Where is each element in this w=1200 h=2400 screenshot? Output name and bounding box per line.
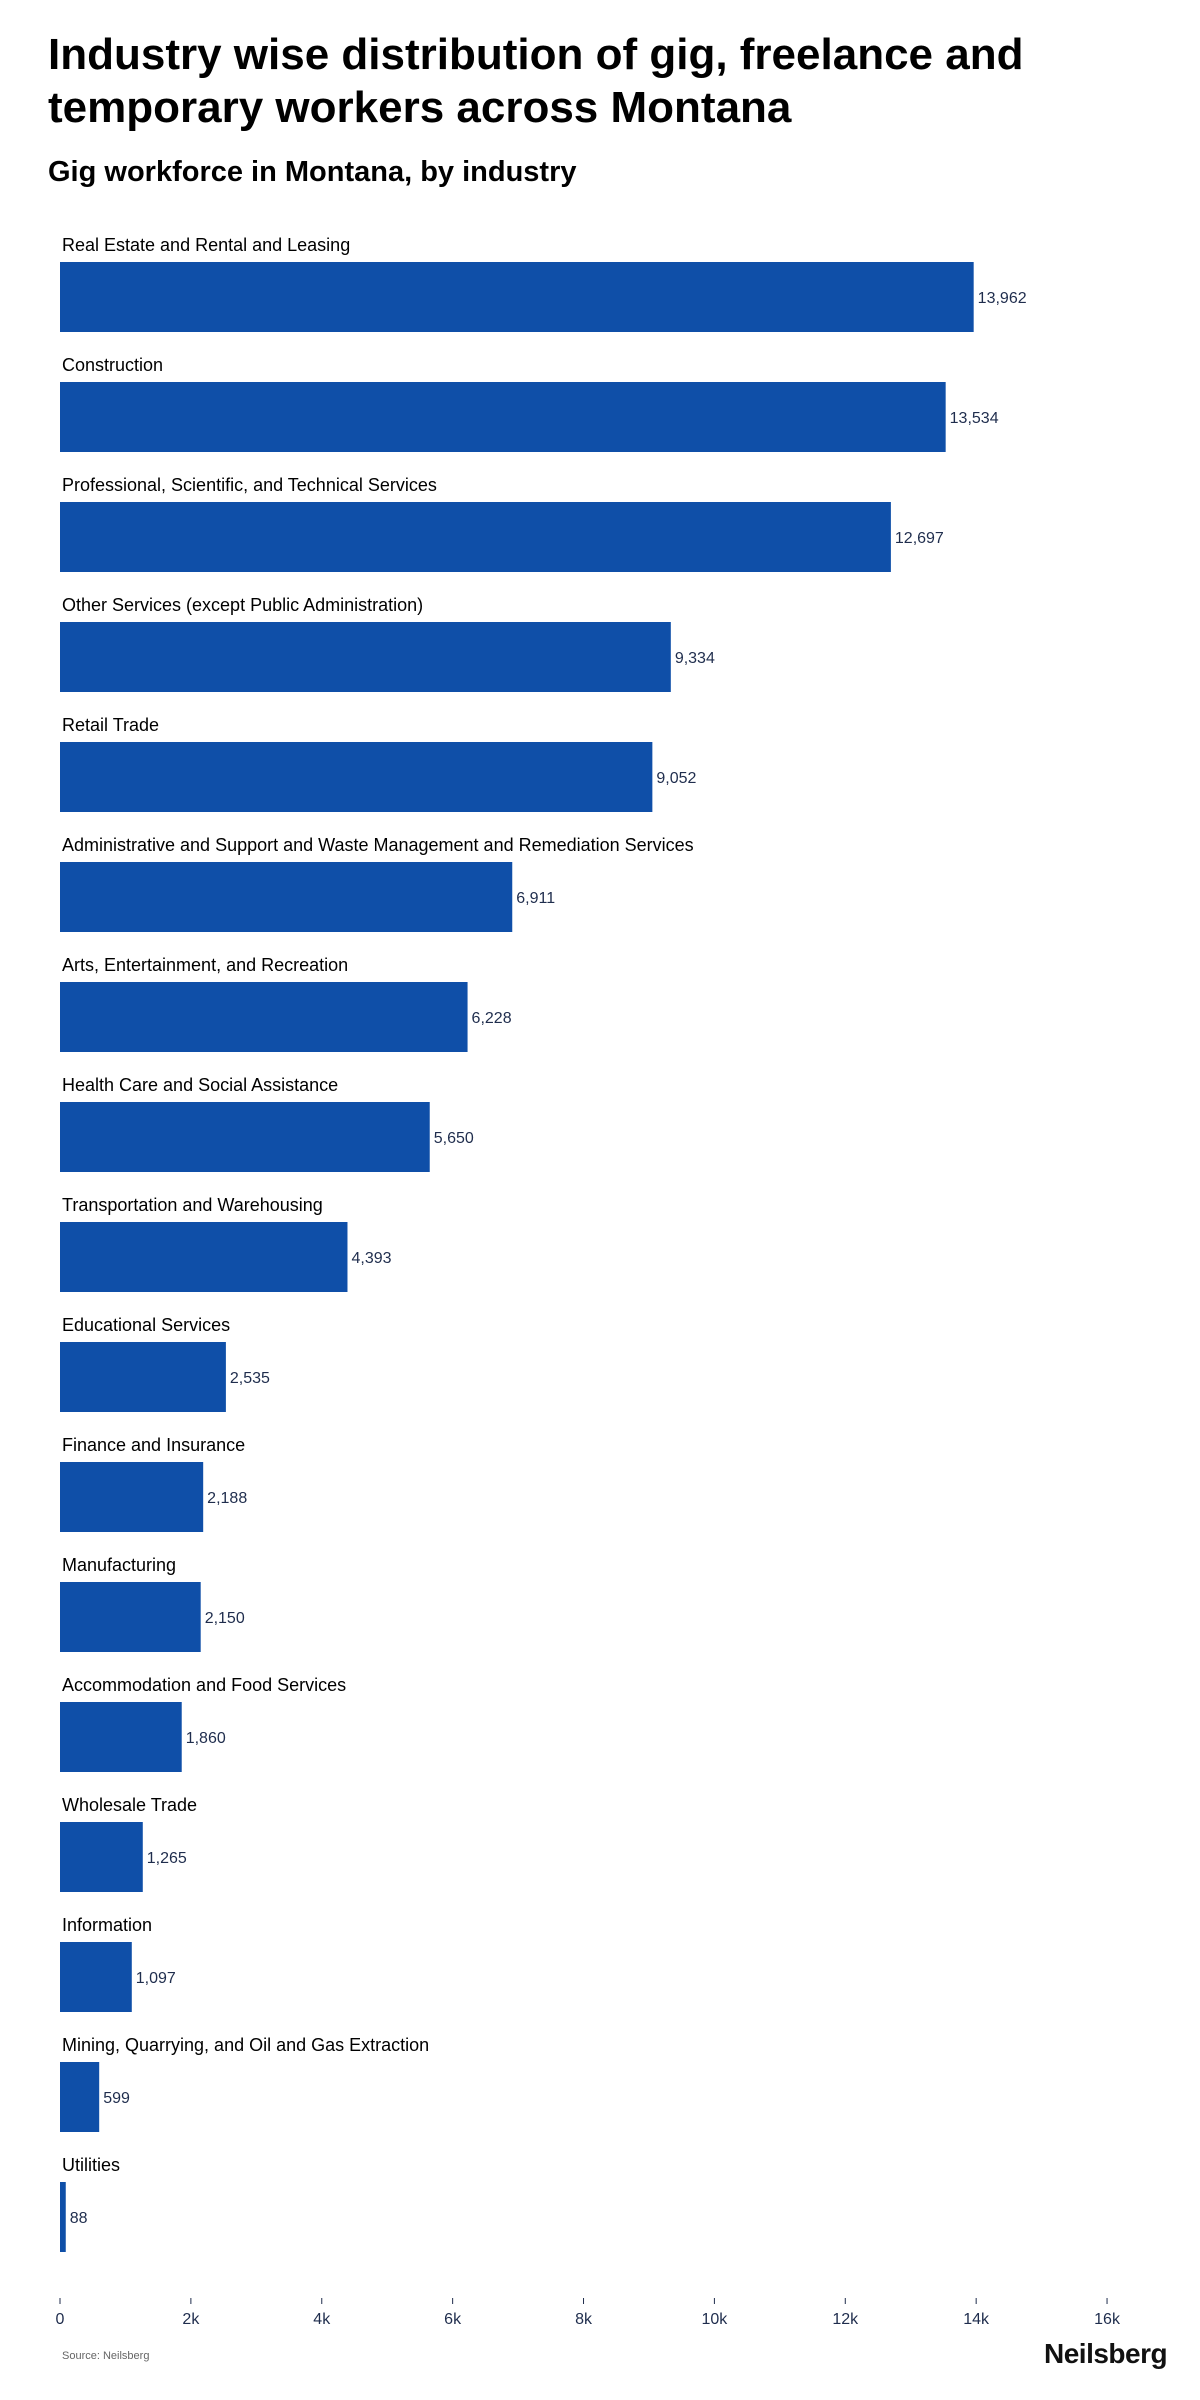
tick-label: 12k <box>832 2311 859 2328</box>
bar <box>60 1102 430 1172</box>
bar <box>60 502 891 572</box>
tick-label: 14k <box>963 2311 990 2328</box>
value-label: 2,188 <box>207 1490 247 1507</box>
tick-label: 8k <box>575 2311 593 2328</box>
tick-label: 16k <box>1094 2311 1121 2328</box>
category-label: Accommodation and Food Services <box>62 1675 346 1695</box>
brand-logo: Neilsberg <box>1044 2338 1168 2369</box>
bar <box>60 2182 66 2252</box>
value-label: 88 <box>70 2210 88 2227</box>
value-label: 2,535 <box>230 1370 270 1387</box>
bar <box>60 622 671 692</box>
bar <box>60 1942 132 2012</box>
category-label: Retail Trade <box>62 715 159 735</box>
value-label: 2,150 <box>205 1610 245 1627</box>
value-label: 5,650 <box>434 1130 474 1147</box>
value-label: 13,534 <box>950 410 999 427</box>
value-label: 4,393 <box>351 1250 391 1267</box>
tick-label: 2k <box>182 2311 200 2328</box>
tick-label: 0 <box>56 2311 65 2328</box>
bar <box>60 982 468 1052</box>
bar <box>60 1822 143 1892</box>
category-label: Manufacturing <box>62 1555 176 1575</box>
tick-label: 4k <box>313 2311 331 2328</box>
tick-label: 10k <box>702 2311 729 2328</box>
bar <box>60 1582 201 1652</box>
source-note: Source: Neilsberg <box>62 2350 150 2362</box>
bar-chart: Real Estate and Rental and Leasing 13,962… <box>56 235 1121 2328</box>
value-label: 9,334 <box>675 650 715 667</box>
category-label: Information <box>62 1915 152 1935</box>
category-label: Arts, Entertainment, and Recreation <box>62 955 348 975</box>
bar <box>60 2062 100 2132</box>
category-label: Professional, Scientific, and Technical … <box>62 475 437 495</box>
bar <box>60 862 513 932</box>
category-label: Educational Services <box>62 1315 230 1335</box>
category-label: Real Estate and Rental and Leasing <box>62 235 350 255</box>
category-label: Transportation and Warehousing <box>62 1195 323 1215</box>
bar <box>60 1702 182 1772</box>
category-label: Other Services (except Public Administra… <box>62 595 423 615</box>
category-label: Wholesale Trade <box>62 1795 197 1815</box>
tick-label: 6k <box>444 2311 462 2328</box>
category-label: Finance and Insurance <box>62 1435 245 1455</box>
category-label: Construction <box>62 355 163 375</box>
value-label: 9,052 <box>656 770 696 787</box>
value-label: 599 <box>103 2090 130 2107</box>
value-label: 1,097 <box>136 1970 176 1987</box>
chart-title: Industry wise distribution of gig, freel… <box>48 30 1024 132</box>
category-label: Health Care and Social Assistance <box>62 1075 338 1095</box>
bar <box>60 262 974 332</box>
bar <box>60 382 946 452</box>
bar <box>60 742 653 812</box>
value-label: 6,228 <box>472 1010 512 1027</box>
value-label: 6,911 <box>516 890 555 907</box>
category-label: Mining, Quarrying, and Oil and Gas Extra… <box>62 2035 429 2055</box>
value-label: 13,962 <box>978 290 1027 307</box>
bar <box>60 1342 226 1412</box>
bar <box>60 1462 204 1532</box>
value-label: 12,697 <box>895 530 944 547</box>
value-label: 1,265 <box>147 1850 187 1867</box>
category-label: Administrative and Support and Waste Man… <box>62 835 694 855</box>
value-label: 1,860 <box>186 1730 226 1747</box>
category-label: Utilities <box>62 2155 120 2175</box>
chart-subtitle: Gig workforce in Montana, by industry <box>48 156 577 188</box>
bar <box>60 1222 348 1292</box>
